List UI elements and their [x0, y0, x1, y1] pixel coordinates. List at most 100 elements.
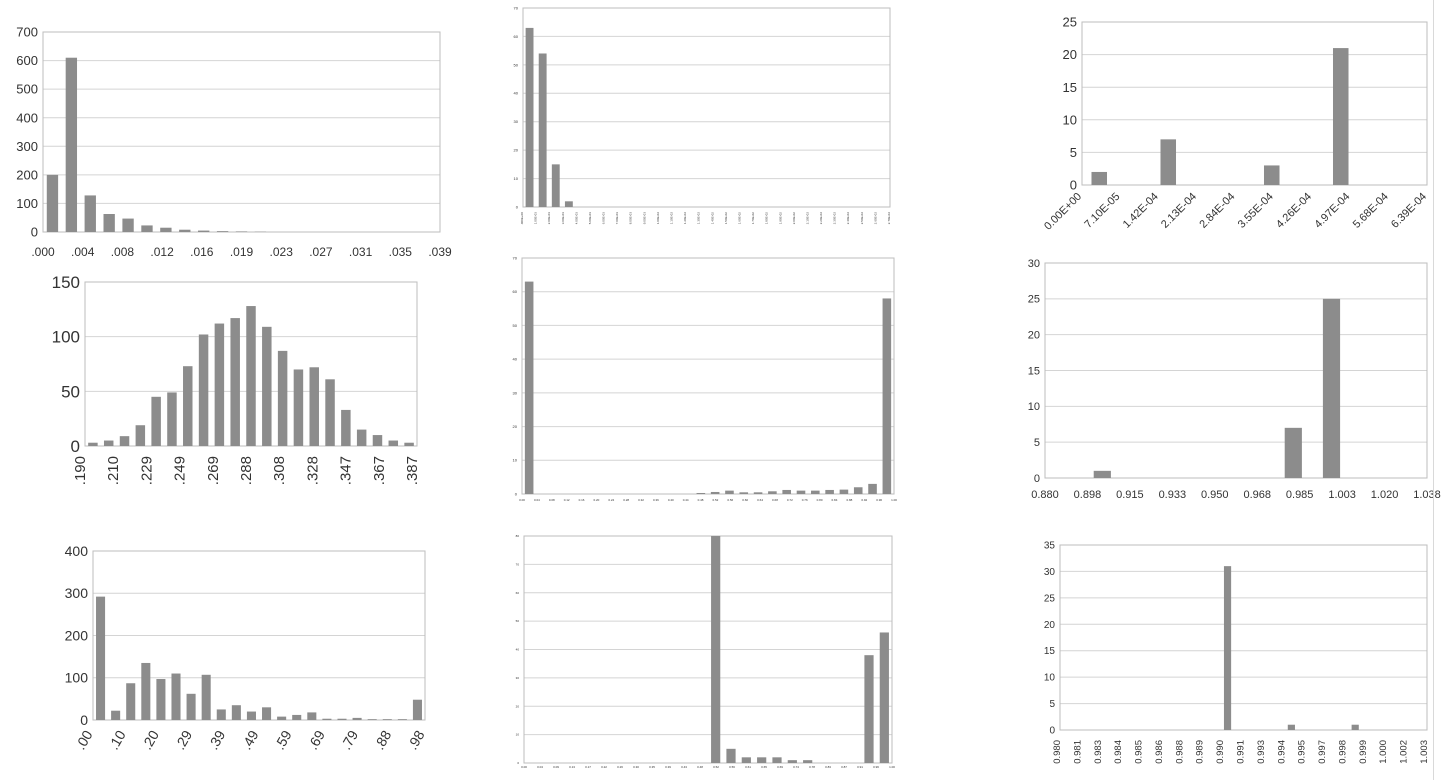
x-tick-label: .019 [230, 245, 254, 259]
x-tick-label: .031 [349, 245, 373, 259]
y-tick-label: 50 [61, 382, 80, 401]
y-tick-label: 15 [1044, 646, 1056, 657]
x-tick-label: 0.986 [1154, 740, 1165, 764]
histogram-bar [198, 230, 210, 232]
x-tick-label: 0.04 [537, 765, 543, 769]
histogram-bar [103, 214, 115, 232]
x-tick-label: .347 [338, 456, 355, 485]
y-tick-label: 20 [1028, 330, 1040, 342]
y-tick-label: 0 [80, 712, 88, 728]
histogram-chart-2: 0 10 20 30 40 50 60 70 .000E+00 1.00E-03 2.00E-03 3… [514, 5, 891, 225]
x-tick-label: .190 [72, 456, 89, 485]
histogram-bar [183, 366, 193, 446]
x-tick-label: 0.32 [638, 498, 644, 502]
x-tick-label: 0.22 [601, 765, 607, 769]
y-tick-label: 0 [31, 225, 38, 240]
histogram-bar [156, 679, 166, 720]
x-tick-label: 2.00E-02 [792, 212, 796, 225]
histogram-bar [1160, 139, 1177, 185]
x-tick-label: 0.43 [681, 765, 687, 769]
x-tick-label: 0.69 [777, 765, 783, 769]
x-tick-label: 0.52 [713, 498, 719, 502]
histogram-bar [167, 392, 177, 446]
histogram-bar [309, 367, 319, 446]
histogram-bar [122, 218, 134, 232]
x-tick-label: .288 [238, 456, 255, 485]
histogram-bar [135, 425, 146, 446]
x-tick-label: .00 [72, 727, 96, 752]
x-tick-label: .004 [71, 245, 95, 259]
y-tick-label: 60 [513, 289, 518, 294]
y-tick-label: 10 [513, 458, 518, 463]
histogram-chart-6: 0 5 10 15 20 25 30 0.880 0.898 0.915 0.933 0.950 0.9… [1028, 258, 1441, 501]
histogram-bar [337, 718, 347, 720]
x-tick-label: 0.80 [817, 498, 823, 502]
histogram-bar [711, 536, 721, 763]
x-tick-label: 0.48 [697, 765, 703, 769]
x-tick-label: .49 [238, 727, 262, 752]
histogram-bar [803, 760, 813, 763]
y-tick-label: 50 [514, 62, 519, 67]
x-tick-label: 0.13 [569, 765, 575, 769]
histogram-bar [214, 323, 225, 446]
y-tick-label: 200 [65, 627, 89, 643]
x-tick-label: 0.64 [757, 498, 763, 502]
x-tick-label: 0.76 [802, 498, 808, 502]
y-tick-label: 500 [16, 82, 38, 97]
x-tick-label: 1.00E-02 [656, 212, 660, 225]
x-tick-label: 0.998 [1337, 740, 1348, 764]
x-tick-label: 0.915 [1116, 489, 1144, 501]
histogram-bar [772, 757, 782, 763]
x-tick-label: .98 [404, 727, 428, 752]
x-tick-label: 0.60 [742, 498, 748, 502]
x-tick-label: 0.26 [617, 765, 623, 769]
histogram-bar [246, 711, 256, 720]
histogram-bar [356, 429, 367, 446]
histogram-bar [151, 396, 161, 446]
histogram-bar [1351, 724, 1359, 730]
histogram-bar [231, 705, 241, 720]
x-tick-label: 1.00 [891, 498, 897, 502]
y-tick-label: 300 [65, 585, 89, 601]
histogram-bar [768, 491, 777, 494]
y-tick-label: 25 [1028, 294, 1040, 306]
histogram-bar [1332, 48, 1349, 185]
histogram-bar [46, 174, 59, 232]
x-tick-label: 2.60E-02 [873, 212, 877, 225]
y-gridlines [1082, 21, 1427, 186]
x-tick-label: 0.04 [534, 498, 540, 502]
plot-frame [1044, 262, 1428, 479]
y-tick-label: 5 [1034, 437, 1040, 449]
histogram-bar [864, 655, 874, 763]
x-tick-label: 1.00E-03 [534, 212, 538, 225]
histogram-chart-7: 0 100 200 300 400 .00 .10 .20 .29 .39 .49 .59 .69 .79… [65, 543, 428, 752]
histogram-bar [1322, 298, 1341, 478]
histogram-bar [307, 712, 317, 720]
x-tick-label: 0.985 [1286, 489, 1314, 501]
x-tick-label: .387 [404, 456, 421, 485]
x-tick-label: .269 [205, 456, 222, 485]
histogram-bar [782, 489, 791, 494]
histogram-bar [382, 719, 392, 720]
y-tick-label: 30 [1028, 258, 1040, 270]
x-tick-label: 0.44 [683, 498, 689, 502]
y-tick-label: 100 [16, 196, 38, 211]
histogram-bar [262, 707, 272, 720]
x-tick-label: 1.10E-02 [670, 212, 674, 225]
y-tick-label: 0 [515, 491, 518, 496]
y-tick-label: 35 [1044, 541, 1056, 552]
x-tick-label: 0.24 [608, 498, 614, 502]
histogram-bar [292, 714, 302, 720]
x-tick-label: 2.40E-02 [846, 212, 850, 225]
x-tick-label: 4.26E-04 [1274, 191, 1314, 231]
x-tick-label: 0.56 [727, 498, 733, 502]
x-tick-label: 2.00E-03 [547, 212, 551, 225]
x-tick-label: .69 [304, 727, 328, 752]
x-tick-label: 0.35 [649, 765, 655, 769]
x-tick-label: 0.56 [729, 765, 735, 769]
histogram-bar [141, 662, 151, 720]
histogram-bar [868, 483, 877, 494]
histogram-bar [160, 227, 172, 232]
x-tick-label: 0.83 [825, 765, 831, 769]
